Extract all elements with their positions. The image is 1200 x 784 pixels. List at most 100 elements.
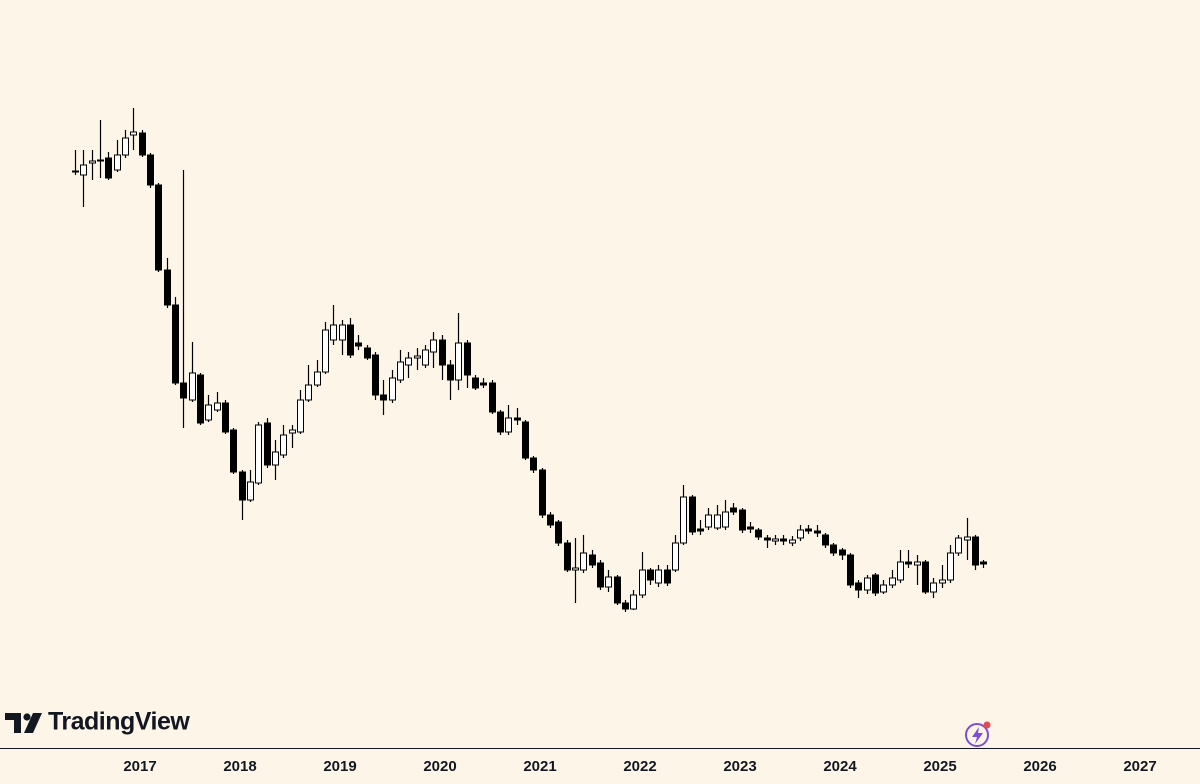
candle-body (555, 521, 562, 544)
candle-body (139, 132, 146, 156)
candle-body (314, 371, 321, 386)
candle-body (297, 399, 304, 433)
candle-body (589, 554, 596, 566)
candle-body (972, 536, 979, 566)
logo-dot (23, 713, 31, 721)
candle-body (955, 537, 962, 554)
candle-body (939, 579, 946, 584)
candle-body (155, 184, 162, 271)
candle-body (172, 304, 179, 384)
candle-body (772, 538, 779, 542)
candle-body (614, 576, 621, 604)
candle-body (289, 429, 296, 434)
candle-body (914, 561, 921, 566)
candle-body (889, 577, 896, 586)
candle-body (880, 584, 887, 593)
candle-body (397, 361, 404, 381)
candle-body (205, 404, 212, 421)
candle-body (780, 538, 787, 542)
candle-body (530, 457, 537, 471)
candle-body (389, 377, 396, 401)
candle-body (89, 160, 96, 164)
candle-body (564, 542, 571, 571)
candle-body (672, 542, 679, 571)
candle-body (264, 422, 271, 466)
candle-body (897, 561, 904, 581)
candle-body (830, 544, 837, 554)
candle-body (305, 384, 312, 401)
candle-body (355, 342, 362, 347)
candle-body (814, 530, 821, 534)
assistant-icon[interactable] (965, 721, 991, 747)
candle-body (755, 529, 762, 538)
candle-body (364, 347, 371, 359)
candle-body (905, 561, 912, 565)
icon-ring (965, 723, 989, 747)
candle-body (247, 481, 254, 501)
candle-body (922, 561, 929, 593)
candle-body (430, 339, 437, 353)
candle-body (622, 602, 629, 610)
candle-body (164, 269, 171, 306)
candle-body (839, 549, 846, 556)
icon-badge (983, 721, 991, 729)
candle-body (680, 496, 687, 544)
candle-body (72, 170, 79, 173)
candle-body (222, 402, 229, 433)
x-tick-label: 2022 (623, 758, 656, 775)
candle-body (964, 536, 971, 541)
candle-body (105, 157, 112, 179)
candle-body (439, 339, 446, 366)
candle-body (689, 496, 696, 533)
candle-body (539, 469, 546, 516)
candle-body (130, 131, 137, 136)
candle-body (805, 528, 812, 532)
candle-body (847, 554, 854, 586)
candle-body (414, 355, 421, 359)
candle-body (480, 382, 487, 386)
candle-body (489, 382, 496, 413)
x-tick-label: 2020 (423, 758, 456, 775)
candle-body (789, 539, 796, 544)
candle-body (189, 372, 196, 401)
candle-body (872, 574, 879, 594)
candle-body (864, 577, 871, 591)
candle-body (822, 534, 829, 546)
candle-body (572, 567, 579, 571)
candles (72, 108, 987, 612)
candle-body (747, 526, 754, 530)
logo-mark (24, 713, 42, 733)
candle-body (114, 154, 121, 171)
candle-body (322, 329, 329, 373)
candle-body (147, 154, 154, 186)
candle-body (797, 529, 804, 539)
candle-body (547, 514, 554, 526)
x-tick-label: 2023 (723, 758, 756, 775)
logo-text: TradingView (48, 708, 190, 736)
candle-body (497, 411, 504, 433)
x-tick-label: 2021 (523, 758, 556, 775)
candle-body (464, 342, 471, 376)
candle-body (330, 324, 337, 341)
candle-body (597, 562, 604, 588)
candle-body (705, 514, 712, 528)
candle-body (197, 374, 204, 424)
candle-body (472, 377, 479, 389)
candle-body (639, 569, 646, 596)
candle-body (522, 421, 529, 459)
candle-body (280, 434, 287, 456)
x-tick-label: 2018 (223, 758, 256, 775)
candle-body (980, 561, 987, 565)
candle-body (455, 342, 462, 381)
x-tick-label: 2025 (923, 758, 956, 775)
candle-body (514, 417, 521, 421)
candle-body (372, 354, 379, 396)
candle-body (947, 552, 954, 581)
x-tick-label: 2024 (823, 758, 857, 775)
candle-body (230, 429, 237, 473)
candle-body (605, 576, 612, 588)
candle-body (380, 394, 387, 401)
candle-body (180, 382, 187, 399)
